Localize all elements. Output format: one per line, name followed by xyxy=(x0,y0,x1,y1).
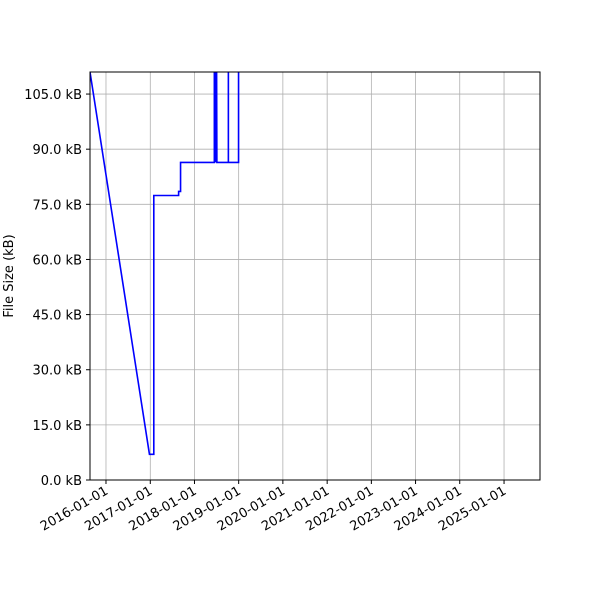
y-tick-label: 60.0 kB xyxy=(32,253,82,268)
y-tick-label: 30.0 kB xyxy=(32,364,82,379)
y-tick-label: 0.0 kB xyxy=(41,474,82,489)
y-axis-label: File Size (kB) xyxy=(2,234,17,317)
plot-frame xyxy=(89,71,541,481)
y-tick-label: 105.0 kB xyxy=(24,88,82,103)
series-line xyxy=(90,72,240,456)
y-tick-label: 75.0 kB xyxy=(32,198,82,213)
y-tick-label: 15.0 kB xyxy=(32,419,82,434)
y-tick-label: 90.0 kB xyxy=(32,143,82,158)
y-tick-label: 45.0 kB xyxy=(32,309,82,324)
